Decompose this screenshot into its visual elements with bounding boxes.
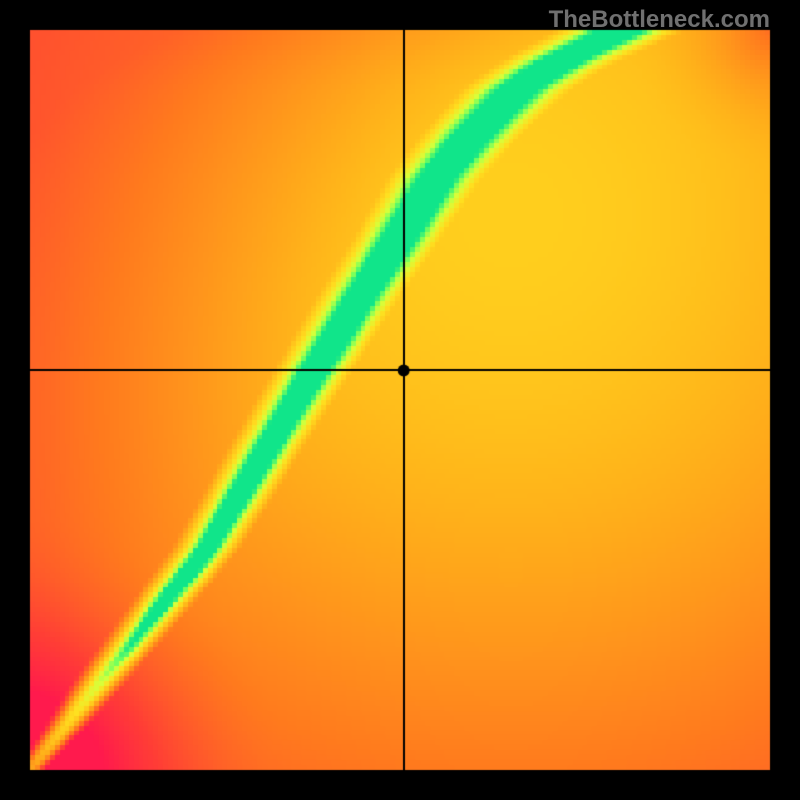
bottleneck-heatmap — [0, 0, 800, 800]
watermark-text: TheBottleneck.com — [549, 6, 770, 34]
chart-container: TheBottleneck.com — [0, 0, 800, 800]
